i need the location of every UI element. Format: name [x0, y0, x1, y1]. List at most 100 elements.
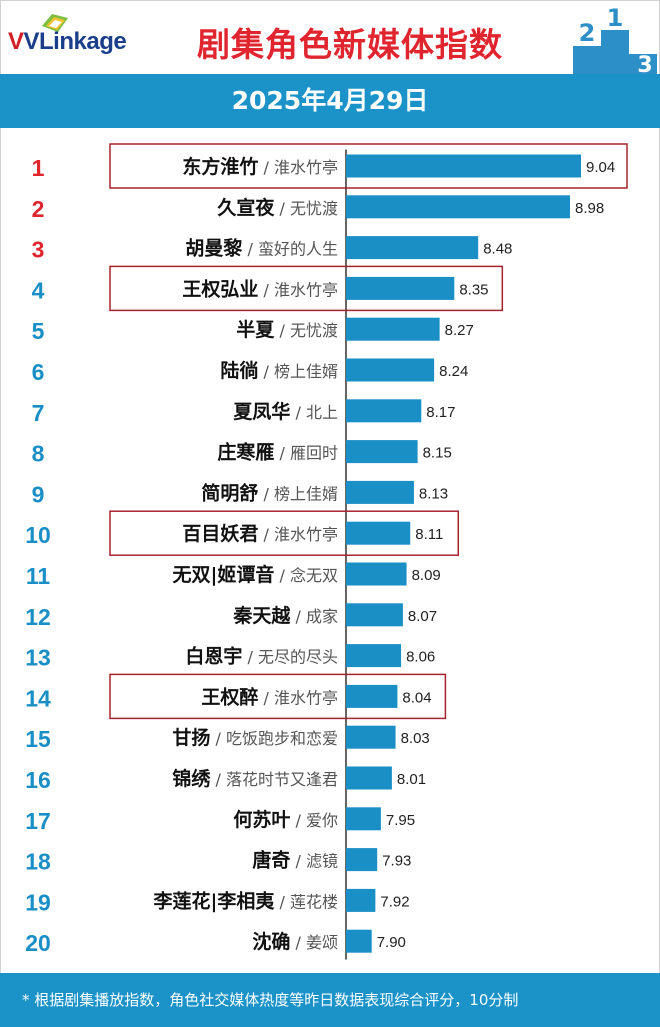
drama-name: / 北上	[290, 403, 338, 422]
rank-number: 2	[32, 196, 45, 222]
rank-number: 17	[25, 808, 51, 834]
character-name: 锦绣	[172, 767, 211, 790]
character-name: 王权弘业	[182, 277, 258, 300]
character-name: 简明舒	[201, 481, 258, 504]
rank-number: 19	[25, 889, 51, 915]
character-name: 唐奇	[252, 849, 290, 872]
score-bar	[346, 929, 372, 953]
drama-name: / 淮水竹亭	[258, 280, 338, 299]
row-label: 夏凤华 / 北上	[233, 400, 338, 423]
rank-number: 9	[32, 481, 45, 507]
drama-name: / 榜上佳婿	[258, 484, 338, 503]
row-label: 秦天越 / 成家	[232, 604, 338, 627]
character-name: 百目妖君	[182, 522, 258, 545]
score-bar	[346, 644, 402, 668]
logo-text: VLinkage	[23, 28, 127, 55]
score-value: 8.48	[483, 241, 512, 258]
score-bar	[346, 848, 378, 872]
row-label: 半夏 / 无忧渡	[236, 318, 338, 341]
rank-number: 13	[25, 645, 51, 671]
rank-number: 15	[25, 726, 51, 752]
rank-number: 7	[32, 400, 45, 426]
score-bar	[346, 317, 440, 341]
footer-note: * 根据剧集播放指数，角色社交媒体热度等昨日数据表现综合评分，10分制	[0, 973, 660, 1027]
highlight-box	[109, 143, 628, 189]
score-value: 8.13	[419, 485, 448, 502]
score-bar	[346, 725, 396, 749]
drama-name: / 淮水竹亭	[258, 688, 338, 707]
rank-number: 10	[25, 522, 51, 548]
drama-name: / 榜上佳婿	[258, 362, 338, 381]
score-bar	[346, 480, 414, 504]
rank-number: 14	[25, 685, 51, 711]
rank-number: 1	[32, 155, 45, 181]
score-value: 7.95	[386, 812, 415, 829]
row-label: 沈确 / 姜颂	[252, 930, 338, 953]
character-name: 秦天越	[232, 604, 291, 627]
row-label: 锦绣 / 落花时节又逢君	[172, 767, 338, 790]
rank-number: 3	[32, 237, 45, 263]
row-label: 王权醉 / 淮水竹亭	[201, 685, 338, 708]
rank-number: 12	[25, 604, 51, 630]
character-name: 庄寒雁	[217, 441, 274, 464]
score-value: 8.24	[439, 363, 468, 380]
drama-name: / 滤镜	[290, 852, 338, 871]
podium-icon: 2 1 3	[573, 6, 657, 74]
score-value: 8.35	[459, 281, 488, 298]
drama-name: / 姜颂	[290, 933, 338, 952]
rank-number: 16	[25, 767, 51, 793]
podium-digit-2: 2	[579, 19, 596, 47]
character-name: 王权醉	[201, 685, 258, 708]
score-value: 8.04	[402, 689, 431, 706]
score-bar	[346, 521, 411, 545]
row-label: 李莲花|李相夷 / 莲花楼	[152, 889, 338, 912]
score-bar	[346, 888, 376, 912]
score-value: 8.01	[397, 771, 426, 788]
podium-digit-3: 3	[637, 53, 652, 74]
character-name: 陆徜	[220, 359, 258, 382]
row-label: 百目妖君 / 淮水竹亭	[182, 522, 338, 545]
rank-number: 8	[32, 441, 45, 467]
highlight-box	[109, 673, 447, 720]
drama-name: / 无尽的尽头	[242, 648, 338, 667]
character-name: 沈确	[252, 930, 290, 953]
rank-number: 6	[32, 359, 45, 385]
rank-number: 11	[26, 563, 51, 589]
character-name: 何苏叶	[233, 808, 290, 831]
highlight-box	[109, 510, 460, 556]
row-label: 何苏叶 / 爱你	[233, 808, 338, 831]
highlight-box	[109, 265, 504, 312]
score-bar	[346, 236, 479, 260]
score-value: 8.03	[401, 730, 430, 747]
character-name: 半夏	[236, 318, 275, 341]
character-name: 东方淮竹	[182, 155, 258, 178]
score-bar	[346, 562, 407, 586]
score-bar	[346, 276, 455, 300]
drama-name: / 雁回时	[274, 444, 338, 463]
vlinkage-logo: VVLinkage	[8, 28, 127, 55]
score-bar	[346, 399, 422, 423]
row-label: 唐奇 / 滤镜	[252, 849, 338, 872]
row-label: 久宣夜 / 无忧渡	[217, 196, 338, 219]
character-name: 无双|姬谭音	[172, 563, 274, 586]
score-bar	[346, 154, 581, 178]
row-label: 白恩宇 / 无尽的尽头	[185, 645, 338, 668]
drama-name: / 成家	[290, 607, 338, 626]
row-label: 陆徜 / 榜上佳婿	[220, 359, 338, 382]
row-label: 王权弘业 / 淮水竹亭	[182, 277, 338, 300]
row-label: 甘扬 / 吃饭跑步和恋爱	[172, 726, 338, 749]
character-name: 甘扬	[172, 726, 210, 749]
row-label: 简明舒 / 榜上佳婿	[201, 481, 338, 504]
drama-name: / 念无双	[274, 566, 338, 585]
score-bar	[346, 684, 398, 708]
rank-number: 20	[25, 930, 51, 956]
character-name: 李莲花|李相夷	[152, 889, 274, 912]
score-value: 8.15	[423, 445, 452, 462]
rank-number: 18	[25, 849, 51, 875]
drama-name: / 淮水竹亭	[258, 158, 338, 177]
row-label: 胡曼黎 / 蛮好的人生	[185, 238, 338, 260]
score-value: 8.98	[575, 200, 604, 217]
drama-name: / 吃饭跑步和恋爱	[210, 729, 338, 748]
drama-name: / 莲花楼	[274, 892, 338, 911]
row-label: 东方淮竹 / 淮水竹亭	[182, 155, 338, 178]
